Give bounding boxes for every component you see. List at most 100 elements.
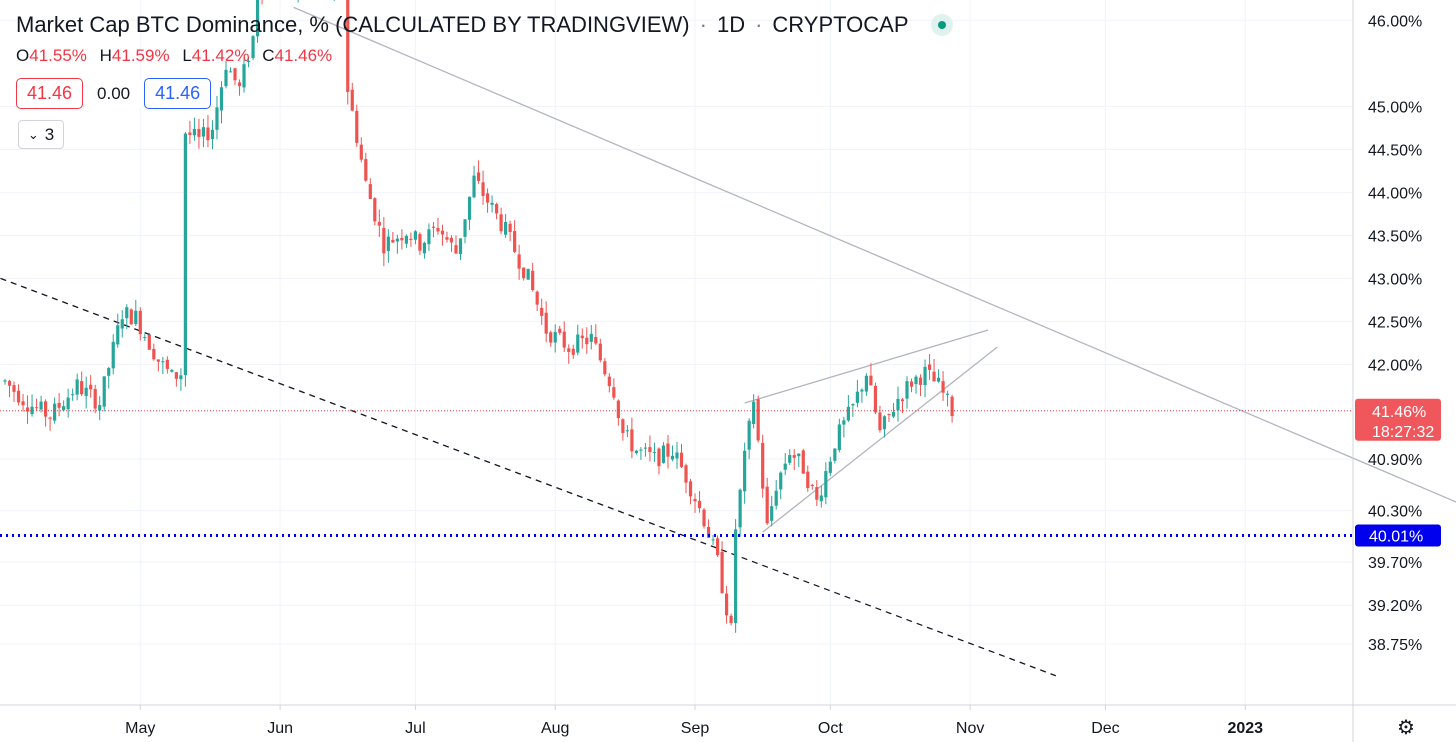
sell-price-box[interactable]: 41.46 [16, 78, 84, 109]
candle-body [517, 254, 521, 269]
indicators-toggle-button[interactable]: ⌄ 3 [18, 120, 64, 149]
trendline-long-term-resistance[interactable] [293, 6, 1456, 506]
candle-body [743, 450, 747, 492]
trendline-dashed-support[interactable] [0, 277, 1057, 677]
candle-body [246, 60, 251, 62]
open-label: O [16, 46, 30, 65]
price-tick-label: 45.00% [1368, 99, 1422, 116]
candle-body [765, 486, 769, 524]
price-tick-label: 40.90% [1368, 452, 1422, 469]
candle-body [436, 228, 440, 232]
high-label: H [99, 46, 112, 65]
candle-body [738, 489, 742, 528]
candle-body [819, 495, 823, 502]
candle-body [377, 221, 381, 226]
candle-body [657, 448, 661, 467]
candle-body [652, 451, 657, 453]
time-axis[interactable]: May Jun Jul Aug Sep Oct Nov Dec 2023 [0, 704, 1456, 737]
candle-body [427, 229, 431, 245]
candle-body [359, 144, 363, 160]
buy-price-box[interactable]: 41.46 [144, 78, 212, 109]
candle-body [553, 331, 557, 343]
gear-icon[interactable]: ⚙ [1397, 717, 1415, 739]
price-levels[interactable]: 41.46% 18:27:32 40.01% [0, 398, 1441, 547]
candle-body [531, 270, 535, 291]
candle-body [770, 506, 774, 521]
candle-body [7, 380, 12, 386]
candle-body [183, 133, 187, 376]
level-price-tag[interactable] [1355, 524, 1441, 547]
symbol-title[interactable]: Market Cap BTC Dominance, % (CALCULATED … [16, 12, 690, 37]
candle-body [824, 471, 828, 498]
candle-body [594, 337, 598, 344]
countdown-label: 18:27:32 [1372, 424, 1434, 441]
price-axis[interactable]: 46.00% 45.00% 44.50% 44.00% 43.50% 43.00% 42.5… [1352, 0, 1422, 742]
trendline-wedge-lower[interactable] [762, 346, 998, 533]
candle-body [346, 0, 350, 92]
trendlines[interactable] [0, 6, 1456, 677]
trendline-wedge-upper[interactable] [744, 329, 989, 404]
candle-body [607, 376, 611, 387]
candle-body [837, 424, 841, 451]
candle-body [544, 312, 548, 334]
close-value: 41.46% [274, 46, 333, 65]
candle-body [504, 221, 508, 235]
candle-body [3, 380, 7, 382]
candle-body [12, 385, 16, 392]
candle-body [93, 388, 97, 409]
candle-body [571, 348, 575, 355]
candle-body [715, 538, 720, 556]
current-price-tag[interactable] [1355, 398, 1441, 441]
candle-body [630, 429, 634, 452]
candle-body [562, 331, 566, 348]
candle-body [779, 472, 783, 490]
candle-body [900, 399, 905, 402]
candle-body [945, 393, 950, 395]
candle-body [43, 401, 48, 417]
candle-body [418, 234, 422, 251]
candle-body [386, 236, 390, 251]
candle-body [558, 328, 562, 333]
candle-body [864, 375, 869, 392]
candle-body [107, 368, 111, 376]
candle-body [472, 175, 476, 198]
candle-body [873, 385, 878, 413]
candle-body [71, 394, 75, 396]
candle-body [598, 343, 602, 361]
candle-body [639, 449, 643, 451]
close-label: C [262, 46, 275, 65]
price-tick-label: 44.00% [1368, 185, 1422, 202]
candle-body [413, 231, 418, 240]
candle-body [648, 447, 652, 453]
candle-body [197, 129, 201, 137]
candle-body [467, 196, 472, 220]
candle-body [62, 406, 66, 411]
current-price-label: 41.46% [1372, 404, 1426, 421]
candle-body [75, 379, 79, 395]
candle-body [382, 227, 386, 254]
candle-body [661, 445, 666, 463]
candle-body [476, 172, 481, 181]
candle-body [66, 397, 70, 410]
candle-body [810, 484, 814, 486]
candle-body [891, 411, 896, 417]
candle-body [670, 455, 675, 460]
candle-body [923, 366, 927, 386]
exchange-label: CRYPTOCAP [772, 12, 909, 37]
candle-body [860, 389, 864, 392]
candle-body [896, 398, 900, 411]
interval-label[interactable]: 1D [716, 12, 746, 37]
candle-body [422, 242, 427, 254]
candle-body [120, 319, 124, 329]
candle-body [914, 376, 918, 385]
price-tick-label: 40.30% [1368, 504, 1422, 521]
candle-body [255, 0, 260, 37]
candle-body [882, 416, 887, 430]
candle-body [612, 387, 616, 398]
candle-body [111, 341, 115, 369]
market-status-icon[interactable] [930, 14, 953, 36]
candle-body [549, 332, 553, 343]
price-tick-label: 43.50% [1368, 228, 1422, 245]
candle-body [567, 348, 571, 352]
